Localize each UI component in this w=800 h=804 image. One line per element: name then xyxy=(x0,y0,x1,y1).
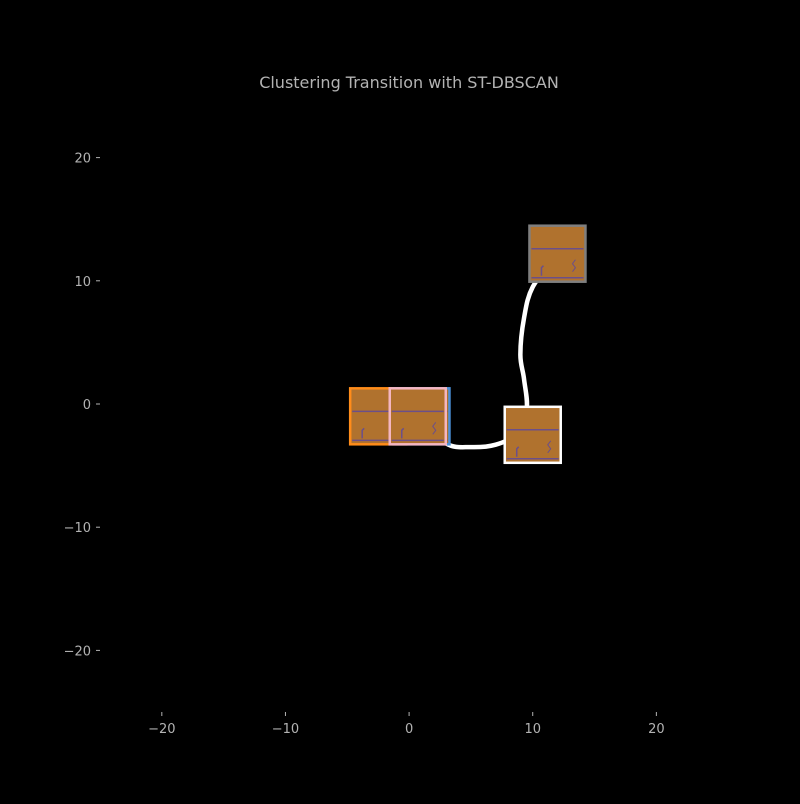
x-tick-label: 20 xyxy=(648,722,665,737)
x-tick-label: −10 xyxy=(272,722,299,737)
cluster-thumbnail xyxy=(528,224,587,283)
thumbnail-figure-mark xyxy=(540,265,544,276)
x-tick-label: −20 xyxy=(148,722,175,737)
thumbnail-image xyxy=(529,225,586,282)
y-tick-label: −20 xyxy=(64,644,91,659)
thumbnail-figure-mark xyxy=(361,427,365,439)
thumbnail-figure-mark xyxy=(515,446,520,457)
cluster-thumbnails xyxy=(348,224,587,465)
y-tick-label: −10 xyxy=(64,521,91,536)
thumbnail-image xyxy=(504,406,561,463)
thumbnail-zigzag-mark xyxy=(571,259,577,272)
chart-title: Clustering Transition with ST-DBSCAN xyxy=(259,73,559,92)
x-tick-label: 0 xyxy=(405,722,413,737)
cluster-thumbnail xyxy=(503,405,562,465)
thumbnail-frame xyxy=(528,224,587,283)
thumbnail-frame xyxy=(503,405,562,465)
cluster-thumbnail xyxy=(388,387,447,446)
thumbnail-image xyxy=(389,388,446,445)
y-tick-label: 0 xyxy=(83,398,91,413)
x-axis: −20 −10 0 10 20 xyxy=(148,712,665,737)
x-tick-label: 10 xyxy=(524,722,541,737)
y-axis: 20 10 0 −10 −20 xyxy=(64,152,100,659)
thumbnail-zigzag-mark xyxy=(547,440,552,454)
y-tick-label: 20 xyxy=(74,152,91,167)
y-tick-label: 10 xyxy=(74,275,91,290)
thumbnail-frame xyxy=(388,387,447,446)
thumbnail-zigzag-mark xyxy=(432,422,437,435)
thumbnail-figure-mark xyxy=(400,427,405,439)
